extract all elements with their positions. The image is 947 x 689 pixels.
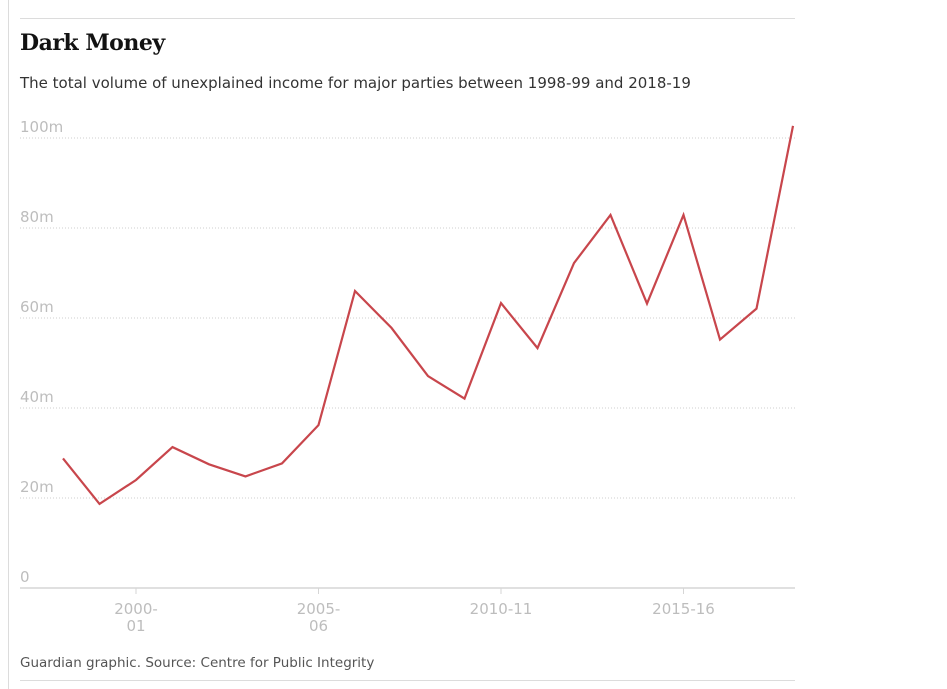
x-tick-label: 2005- — [297, 600, 341, 618]
bottom-divider — [20, 680, 795, 681]
chart-subtitle: The total volume of unexplained income f… — [20, 74, 691, 92]
y-tick-label: 100m — [20, 118, 63, 136]
y-tick-label: 80m — [20, 208, 54, 226]
x-tick-label: 06 — [309, 617, 328, 635]
y-tick-label: 60m — [20, 298, 54, 316]
x-tick-label: 2010-11 — [470, 600, 533, 618]
x-tick-label: 2000- — [114, 600, 158, 618]
left-border — [8, 0, 9, 689]
gridlines — [20, 137, 795, 499]
x-tick-label: 2015-16 — [652, 600, 715, 618]
y-tick-label: 0 — [20, 568, 30, 586]
top-divider — [20, 18, 795, 19]
chart-source: Guardian graphic. Source: Centre for Pub… — [20, 655, 375, 671]
series — [62, 125, 795, 506]
y-tick-label: 40m — [20, 388, 54, 406]
series-line — [62, 125, 795, 506]
x-tick-label: 01 — [126, 617, 145, 635]
x-axis: 2000-01 2005-06 2010-11 2015-16 — [20, 587, 795, 635]
y-axis-labels: 0 20m 40m 60m 80m 100m — [20, 118, 63, 586]
y-tick-label: 20m — [20, 478, 54, 496]
chart-title: Dark Money — [20, 30, 165, 56]
